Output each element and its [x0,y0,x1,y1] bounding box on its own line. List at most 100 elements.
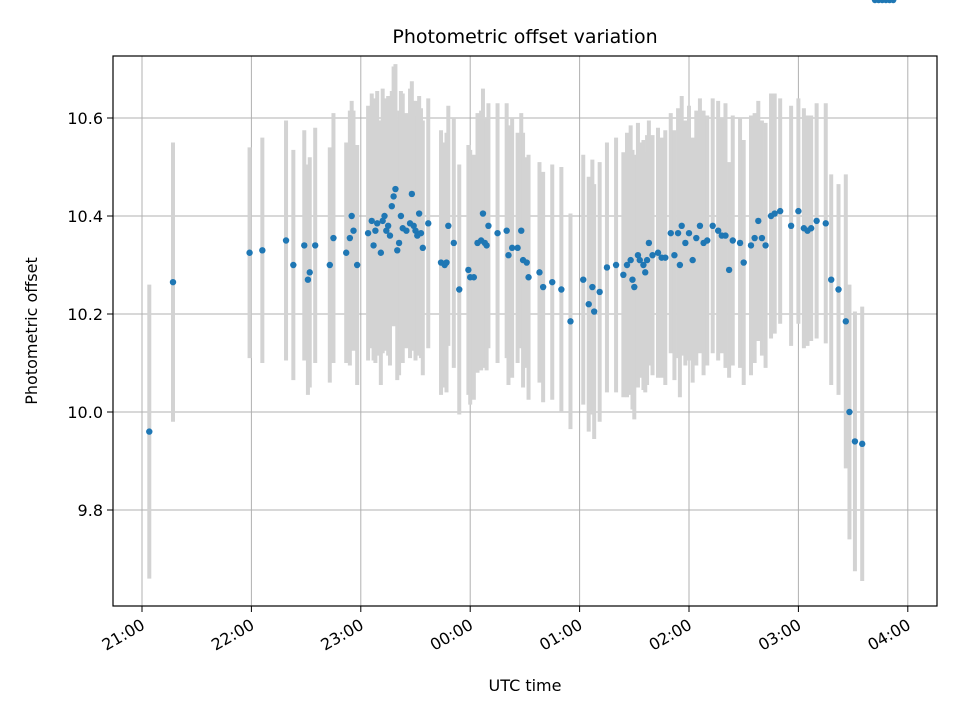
data-point [747,242,755,249]
data-point [417,229,425,237]
data-point [353,261,361,269]
data-point [259,247,266,254]
data-point [290,261,297,269]
data-point [634,252,642,259]
data-point [589,283,596,291]
data-point [627,256,634,264]
data-point [682,239,689,247]
data-point [346,234,354,242]
data-point [386,232,394,239]
data-point [539,283,547,291]
data-point [390,193,397,200]
data-point [662,254,669,261]
data-point [629,276,636,283]
data-point [842,318,850,325]
data-point [485,222,492,229]
data-point [456,286,463,293]
data-point [377,249,385,256]
data-point [696,222,704,229]
data-point [725,266,733,274]
data-point [525,274,532,281]
data-point [410,222,417,229]
data-point [350,227,357,234]
data-point [450,239,457,247]
data-point [807,225,815,232]
data-point [370,242,377,249]
chart-title: Photometric offset variation [392,26,657,48]
data-point [246,249,253,256]
data-point [330,234,337,242]
data-point [636,256,643,264]
data-point [643,256,651,264]
data-point [678,222,685,229]
data-point [326,261,334,269]
data-point [722,232,729,239]
data-point [403,227,410,234]
data-point [859,440,866,448]
data-point [395,239,403,247]
data-point [755,217,762,225]
data-point [503,227,510,234]
data-point [146,428,153,435]
data-point [709,222,716,229]
data-point [383,227,390,234]
data-point [671,252,678,259]
data-point [620,271,627,278]
data-point [518,227,525,234]
data-point [514,244,521,252]
data-point [392,185,399,193]
data-point [397,212,405,220]
data-point [758,234,766,242]
data-point [368,217,375,225]
data-point [642,269,649,276]
data-point [813,217,820,225]
data-point [282,237,290,244]
data-point [306,269,313,276]
data-point [523,259,530,266]
data-point [693,234,700,242]
data-point [787,222,795,229]
y-tick-label: 10.6 [67,109,103,128]
data-point [640,261,647,269]
data-point [394,247,401,254]
y-tick-label: 10.0 [67,403,103,422]
data-point [676,261,684,269]
data-point [343,249,350,256]
data-point [384,222,392,229]
x-axis-label: UTC time [489,676,562,695]
data-point [580,276,587,283]
data-point [415,210,423,217]
data-point [623,261,631,269]
data-point [776,207,784,215]
data-point [301,242,308,249]
data-point [443,259,450,266]
data-point [470,274,478,281]
data-point [674,229,682,237]
y-axis: 9.8 10.0 10.2 10.4 10.6 [67,109,113,520]
data-point [567,318,574,325]
data-point [612,261,620,269]
data-point [304,276,312,283]
data-point [828,276,835,283]
y-tick-label: 10.4 [67,207,103,226]
data-point [740,259,747,266]
data-point [645,239,653,247]
data-point [388,203,395,210]
data-point [374,220,381,227]
data-point [364,229,372,237]
data-point [714,227,722,234]
data-point [558,286,565,293]
data-point [685,229,693,237]
data-point [771,210,778,217]
data-points [146,0,897,448]
data-point [729,237,736,244]
data-point [549,278,556,286]
data-point [603,264,611,271]
data-point [736,239,744,247]
data-point [505,252,512,259]
data-point [479,210,487,217]
data-point [348,212,355,220]
data-point [590,308,598,315]
y-tick-label: 9.8 [78,501,103,520]
